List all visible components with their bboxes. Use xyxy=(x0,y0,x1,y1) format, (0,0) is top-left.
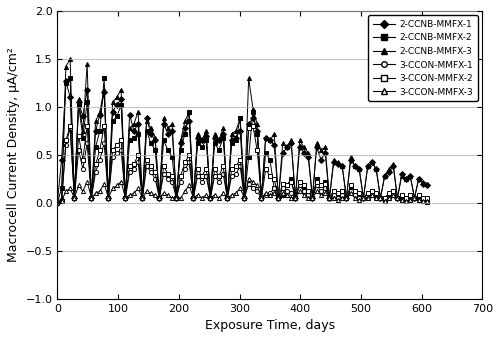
Y-axis label: Macrocell Current Density, μA/cm²: Macrocell Current Density, μA/cm² xyxy=(7,47,20,262)
Legend: 2-CCNB-MMFX-1, 2-CCNB-MMFX-2, 2-CCNB-MMFX-3, 3-CCON-MMFX-1, 3-CCON-MMFX-2, 3-CCO: 2-CCNB-MMFX-1, 2-CCNB-MMFX-2, 2-CCNB-MMF… xyxy=(368,16,478,101)
X-axis label: Exposure Time, days: Exposure Time, days xyxy=(205,319,335,332)
